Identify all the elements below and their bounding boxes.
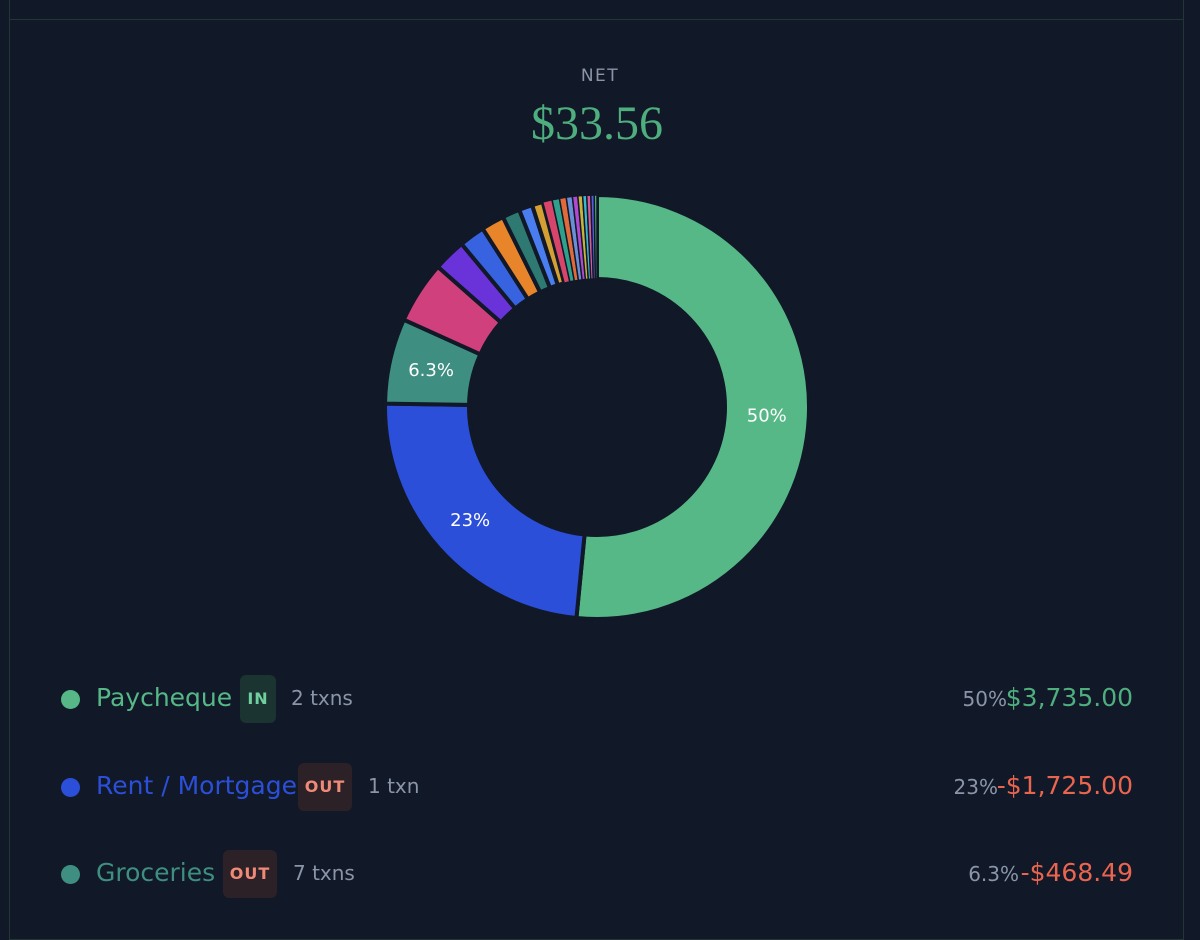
legend-amount: -$468.49 (1020, 858, 1133, 887)
donut-slice[interactable] (574, 192, 811, 621)
legend-amount: -$1,725.00 (996, 771, 1133, 800)
chart-panel (9, 0, 1184, 940)
donut-slice-labels: 50% 23% 6.3% (408, 360, 787, 531)
legend-row[interactable]: Rent / Mortgage OUT 1 txn 23% -$1,725.00 (0, 762, 1200, 812)
legend-dot (61, 865, 80, 884)
legend-dot (61, 690, 80, 709)
legend-amount: $3,735.00 (1005, 683, 1133, 712)
transaction-count: 7 txns (293, 861, 355, 885)
slice-label: 6.3% (408, 360, 454, 381)
legend-percent: 23% (953, 775, 998, 799)
net-value: $33.56 (531, 97, 663, 150)
legend-category-name: Groceries (96, 858, 216, 887)
legend-row[interactable]: Groceries OUT 7 txns 6.3% -$468.49 (0, 849, 1200, 899)
slice-label: 23% (450, 510, 490, 531)
slice-label: 50% (747, 405, 787, 426)
transaction-count: 1 txn (368, 774, 420, 798)
legend-row[interactable]: Paycheque IN 2 txns 50% $3,735.00 (0, 674, 1200, 724)
legend-percent: 6.3% (968, 862, 1019, 886)
donut-chart: 50% 23% 6.3% (382, 192, 811, 621)
direction-badge: IN (240, 675, 276, 723)
legend-category-name: Rent / Mortgage (96, 771, 297, 800)
direction-badge: OUT (223, 850, 277, 898)
legend-dot (61, 778, 80, 797)
legend-percent: 50% (962, 687, 1007, 711)
donut-slice[interactable] (383, 401, 587, 621)
transaction-count: 2 txns (291, 686, 353, 710)
donut-slice[interactable] (593, 194, 598, 280)
direction-badge: OUT (298, 763, 352, 811)
legend-category-name: Paycheque (96, 683, 233, 712)
top-divider (9, 19, 1184, 20)
donut-slices (382, 192, 811, 621)
net-label: NET (580, 66, 620, 86)
